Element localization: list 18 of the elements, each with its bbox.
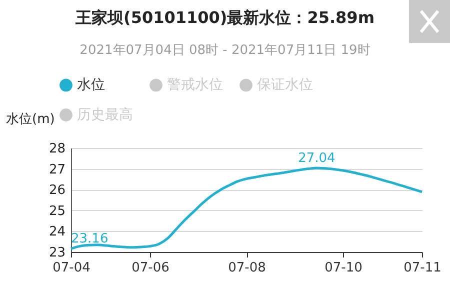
x-tick-label: 07-08 <box>228 260 266 276</box>
chart-title: 王家坝(50101100)最新水位：25.89m <box>74 8 376 29</box>
data-label: 27.04 <box>298 150 336 166</box>
x-tick-label: 07-06 <box>132 260 170 276</box>
chart-subtitle: 2021年07月04日 08时 - 2021年07月11日 19时 <box>78 42 372 59</box>
y-tick-label: 25 <box>48 204 66 219</box>
y-tick-label: 28 <box>48 142 66 156</box>
x-tick-label: 07-04 <box>52 260 90 276</box>
x-tick-label: 07-11 <box>404 260 442 276</box>
y-tick-label: 24 <box>48 224 66 240</box>
y-tick-label: 27 <box>48 162 66 178</box>
y-tick-label: 26 <box>48 183 66 198</box>
legend-label: 水位 <box>77 77 105 94</box>
data-label: 23.16 <box>71 232 108 247</box>
y-axis-title: 水位(m) <box>6 111 55 128</box>
line-series <box>70 166 424 250</box>
x-tick-label: 07-10 <box>324 260 362 276</box>
y-tick-label: 23 <box>48 246 66 260</box>
